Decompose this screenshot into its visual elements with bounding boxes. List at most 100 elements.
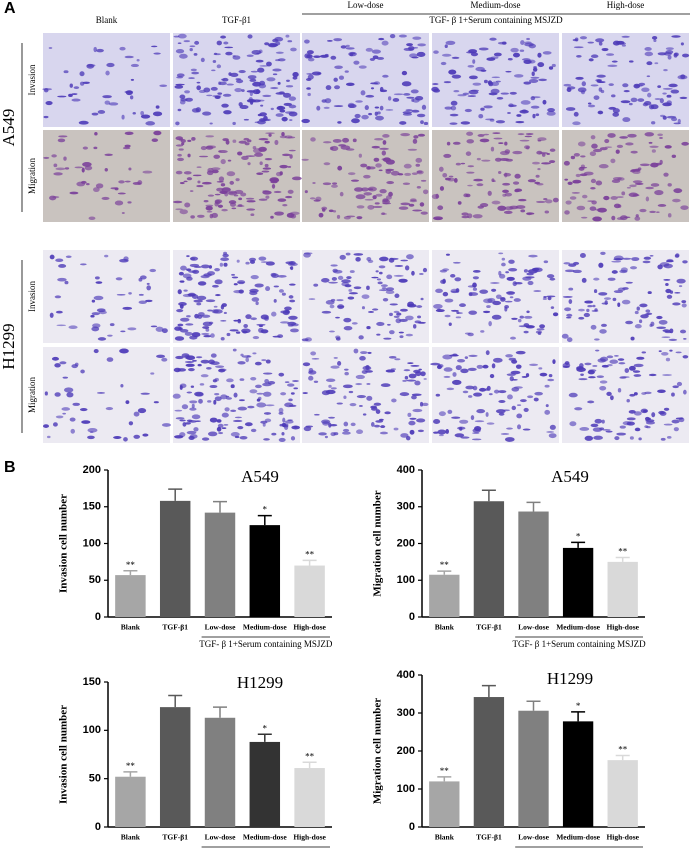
- cell: [521, 375, 528, 378]
- cell: [292, 76, 298, 80]
- cell: [250, 317, 257, 321]
- cell: [671, 392, 675, 397]
- cell: [310, 137, 316, 142]
- cell: [54, 363, 61, 368]
- cell: [630, 150, 638, 154]
- cell: [385, 168, 395, 172]
- cell: [68, 325, 78, 329]
- x-tick-label: TGF-β1: [476, 833, 502, 842]
- cell: [597, 207, 607, 213]
- cell: [228, 192, 236, 194]
- bar: [159, 500, 191, 617]
- cell: [491, 288, 497, 292]
- cell: [155, 105, 160, 109]
- cell: [388, 312, 393, 317]
- cell: [179, 182, 185, 185]
- cell: [335, 316, 340, 319]
- cell: [662, 87, 673, 90]
- cell: [175, 49, 185, 54]
- cell: [337, 304, 345, 310]
- cell: [421, 402, 429, 407]
- column-label: Low-dose: [348, 0, 384, 10]
- cell: [209, 384, 218, 389]
- cell: [572, 269, 582, 274]
- cell: [679, 96, 688, 100]
- cell: [358, 153, 362, 158]
- cell: [488, 393, 493, 396]
- cell: [94, 132, 98, 136]
- cell: [306, 73, 314, 75]
- cell: [562, 295, 573, 298]
- cell: [417, 429, 424, 433]
- cell: [634, 182, 644, 185]
- error-bar: [615, 556, 630, 562]
- cell: [366, 285, 370, 291]
- cell: [564, 307, 572, 312]
- cell: [249, 389, 258, 394]
- cell: [587, 102, 592, 105]
- cell: [641, 87, 650, 93]
- cell: [95, 183, 104, 189]
- cell: [322, 141, 332, 144]
- cell: [217, 92, 223, 95]
- cell: [259, 112, 267, 117]
- cell: [610, 196, 618, 200]
- cell: [619, 376, 627, 379]
- cell: [353, 253, 364, 256]
- cell: [191, 137, 196, 141]
- cell: [589, 206, 597, 211]
- cell: [669, 290, 674, 294]
- cell: [379, 189, 387, 194]
- cell: [304, 39, 310, 44]
- cell: [361, 114, 369, 120]
- cell: [55, 310, 63, 314]
- cell: [332, 210, 337, 213]
- cell: [504, 206, 514, 211]
- cell: [220, 257, 230, 262]
- cell: [396, 312, 402, 316]
- x-tick-label: High-dose: [606, 623, 639, 632]
- cell: [372, 308, 379, 311]
- bar: [115, 575, 146, 617]
- cell: [281, 116, 288, 122]
- cell: [665, 357, 671, 362]
- cell: [216, 40, 222, 46]
- cell: [607, 277, 616, 281]
- cell: [264, 418, 272, 423]
- cell: [590, 324, 597, 330]
- cell: [287, 40, 293, 43]
- cell: [436, 364, 442, 370]
- group-label: TGF- β 1+Serum containing MSJZD: [199, 639, 333, 649]
- cell: [230, 432, 240, 437]
- cell: [453, 89, 460, 93]
- cell: [662, 329, 671, 333]
- cell: [348, 103, 357, 109]
- cell: [361, 187, 369, 192]
- cell: [501, 262, 506, 267]
- cell: [549, 148, 556, 152]
- cell: [119, 46, 126, 51]
- cell: [251, 297, 260, 302]
- cell: [523, 315, 533, 319]
- cell: [113, 436, 122, 439]
- cell: [633, 374, 642, 377]
- cell: [288, 149, 296, 152]
- cell: [328, 384, 332, 388]
- cell: [614, 354, 619, 357]
- cell: [94, 276, 100, 280]
- cell: [581, 277, 587, 283]
- y-tick-label: 100: [397, 783, 415, 795]
- cell: [480, 69, 487, 72]
- cell: [374, 138, 384, 141]
- cell: [647, 92, 652, 98]
- cell: [256, 120, 266, 125]
- cell: [215, 365, 225, 368]
- cell: [202, 111, 212, 116]
- bar: [159, 707, 191, 827]
- cell: [612, 40, 621, 46]
- cell: [138, 293, 144, 296]
- cell: [175, 417, 185, 420]
- cell: [325, 85, 332, 91]
- cell: [632, 370, 641, 373]
- cell: [382, 157, 391, 162]
